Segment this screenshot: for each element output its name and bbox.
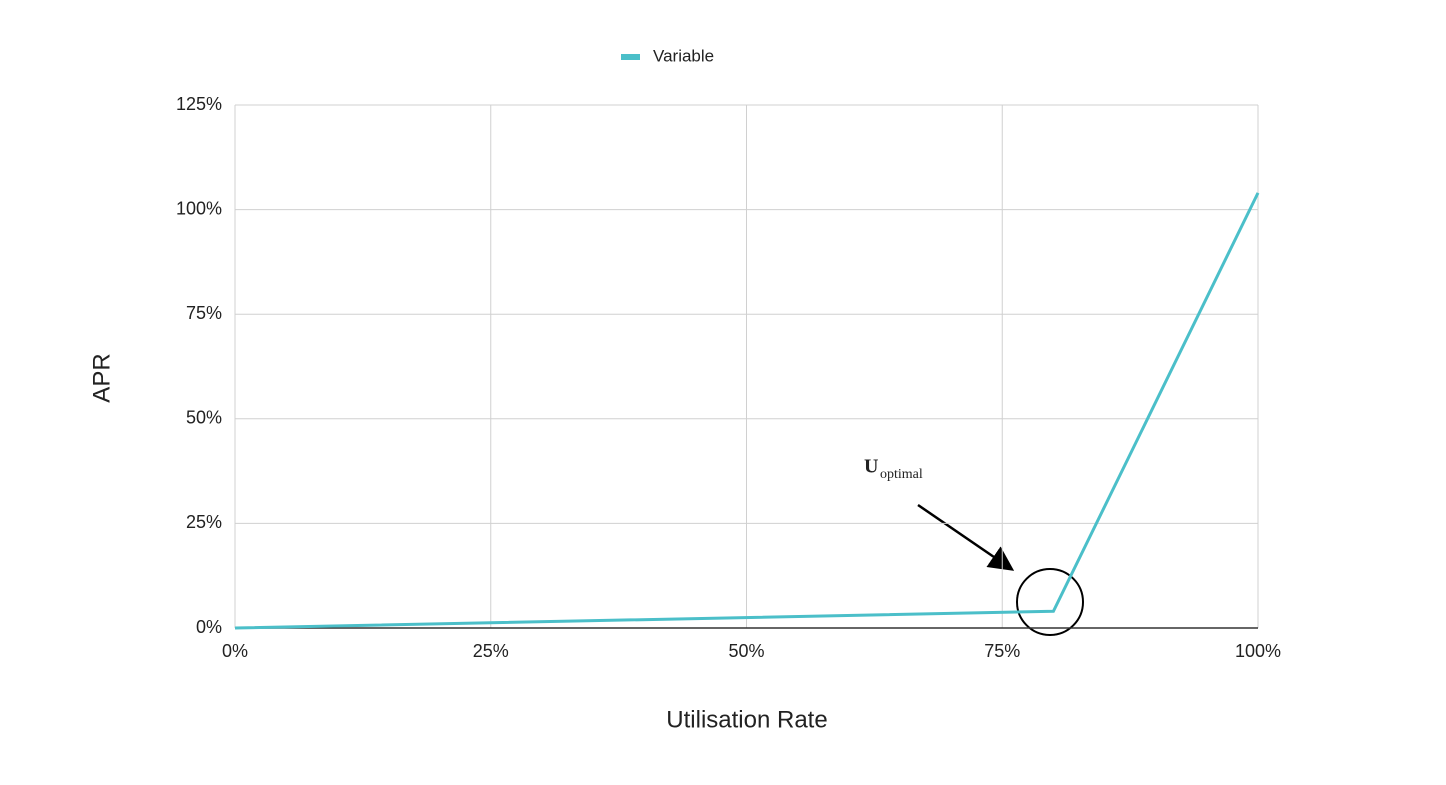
y-tick-label: 125% — [176, 94, 222, 114]
legend-label: Variable — [653, 46, 714, 65]
legend-swatch — [621, 54, 640, 60]
y-tick-label: 100% — [176, 198, 222, 218]
y-tick-label: 0% — [196, 617, 222, 637]
x-tick-label: 0% — [222, 641, 248, 661]
y-tick-label: 75% — [186, 303, 222, 323]
x-tick-label: 50% — [728, 641, 764, 661]
x-tick-label: 75% — [984, 641, 1020, 661]
annotation: U — [864, 456, 878, 478]
y-tick-label: 50% — [186, 408, 222, 428]
x-axis-label: Utilisation Rate — [666, 706, 827, 733]
annotation-arrow — [917, 503, 1015, 571]
y-axis-label: APR — [88, 353, 115, 402]
y-tick-label: 25% — [186, 512, 222, 532]
x-tick-label: 100% — [1235, 641, 1281, 661]
annotation-subscript: optimal — [880, 467, 923, 482]
annotation-circle — [1016, 568, 1084, 636]
x-tick-label: 25% — [473, 641, 509, 661]
line — [234, 192, 1260, 630]
